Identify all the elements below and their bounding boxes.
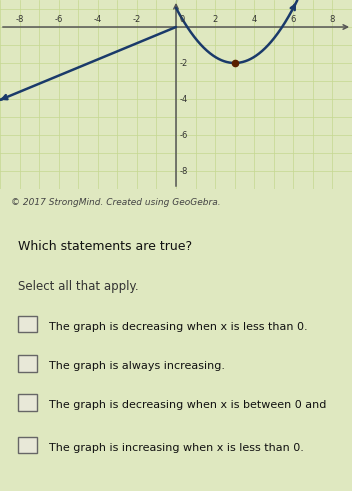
- Text: -2: -2: [180, 58, 188, 67]
- Text: -8: -8: [180, 166, 188, 175]
- Text: 8: 8: [330, 15, 335, 24]
- Text: -2: -2: [133, 15, 141, 24]
- Bar: [18, 436, 37, 453]
- Text: 2: 2: [213, 15, 218, 24]
- Text: -8: -8: [15, 15, 24, 24]
- Text: 4: 4: [252, 15, 257, 24]
- Text: The graph is increasing when x is less than 0.: The graph is increasing when x is less t…: [49, 443, 304, 453]
- Text: The graph is decreasing when x is between 0 and: The graph is decreasing when x is betwee…: [49, 401, 327, 410]
- Text: The graph is decreasing when x is less than 0.: The graph is decreasing when x is less t…: [49, 322, 308, 332]
- Bar: [18, 355, 37, 372]
- Text: 6: 6: [291, 15, 296, 24]
- Text: © 2017 StrongMind. Created using GeoGebra.: © 2017 StrongMind. Created using GeoGebr…: [11, 198, 220, 207]
- Text: -6: -6: [180, 131, 188, 139]
- Text: -6: -6: [55, 15, 63, 24]
- Bar: [18, 316, 37, 332]
- Text: Which statements are true?: Which statements are true?: [18, 241, 192, 253]
- Bar: [18, 394, 37, 411]
- Text: The graph is always increasing.: The graph is always increasing.: [49, 361, 225, 371]
- Text: -4: -4: [180, 95, 188, 104]
- Text: Select all that apply.: Select all that apply.: [18, 280, 138, 293]
- Text: 0: 0: [180, 15, 185, 24]
- Text: -4: -4: [94, 15, 102, 24]
